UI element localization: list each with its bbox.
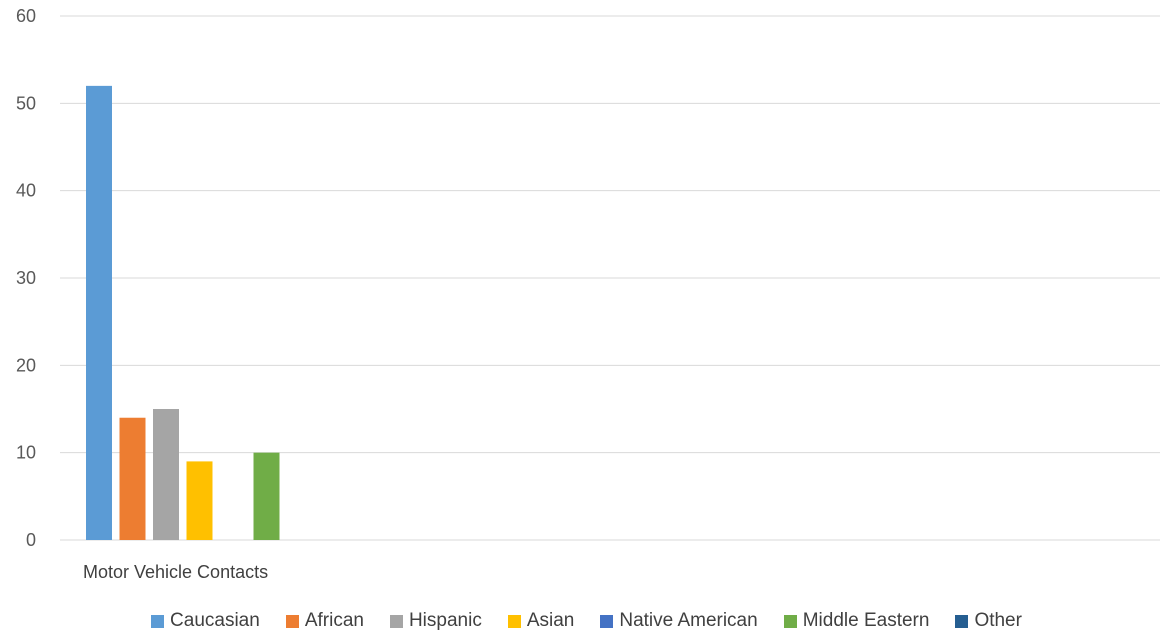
bar-hispanic [153, 409, 179, 540]
y-tick-label: 50 [16, 93, 36, 113]
y-tick-label: 10 [16, 443, 36, 463]
bars [86, 85, 280, 540]
legend-item: Other [955, 610, 1022, 632]
bar-middle-eastern [253, 452, 280, 540]
bar-caucasian [86, 85, 112, 540]
legend-swatch [507, 614, 521, 628]
bar-african [119, 417, 146, 540]
legend-swatch [389, 614, 403, 628]
legend-label: Middle Eastern [802, 610, 930, 631]
bar-asian [186, 461, 213, 540]
legend-swatch [955, 614, 969, 628]
legend-label: Other [974, 610, 1022, 631]
legend-item: Native American [600, 610, 758, 632]
legend-swatch [151, 614, 165, 628]
legend-label: Asian [526, 610, 575, 631]
legend-label: Hispanic [408, 610, 482, 631]
y-axis-ticks: 0 10 20 30 40 50 60 [16, 6, 36, 550]
y-tick-label: 30 [16, 268, 36, 288]
legend-label: Caucasian [170, 610, 260, 631]
legend: Caucasian African Hispanic Asian Native Amer… [0, 610, 1173, 632]
x-category-label: Motor Vehicle Contacts [83, 562, 268, 582]
legend-label: Native American [619, 610, 758, 631]
y-tick-label: 40 [16, 181, 36, 201]
x-axis-labels: Motor Vehicle Contacts [83, 562, 268, 582]
legend-swatch [783, 614, 797, 628]
legend-item: Caucasian [151, 610, 260, 632]
legend-item: Middle Eastern [783, 610, 930, 632]
y-tick-label: 20 [16, 355, 36, 375]
legend-swatch [285, 614, 299, 628]
legend-item: African [285, 610, 364, 632]
legend-label: African [304, 610, 364, 631]
gridlines [60, 15, 1160, 541]
y-tick-label: 60 [16, 6, 36, 26]
legend-item: Asian [507, 610, 575, 632]
legend-swatch [600, 614, 614, 628]
y-tick-label: 0 [26, 530, 36, 550]
legend-item: Hispanic [389, 610, 482, 632]
